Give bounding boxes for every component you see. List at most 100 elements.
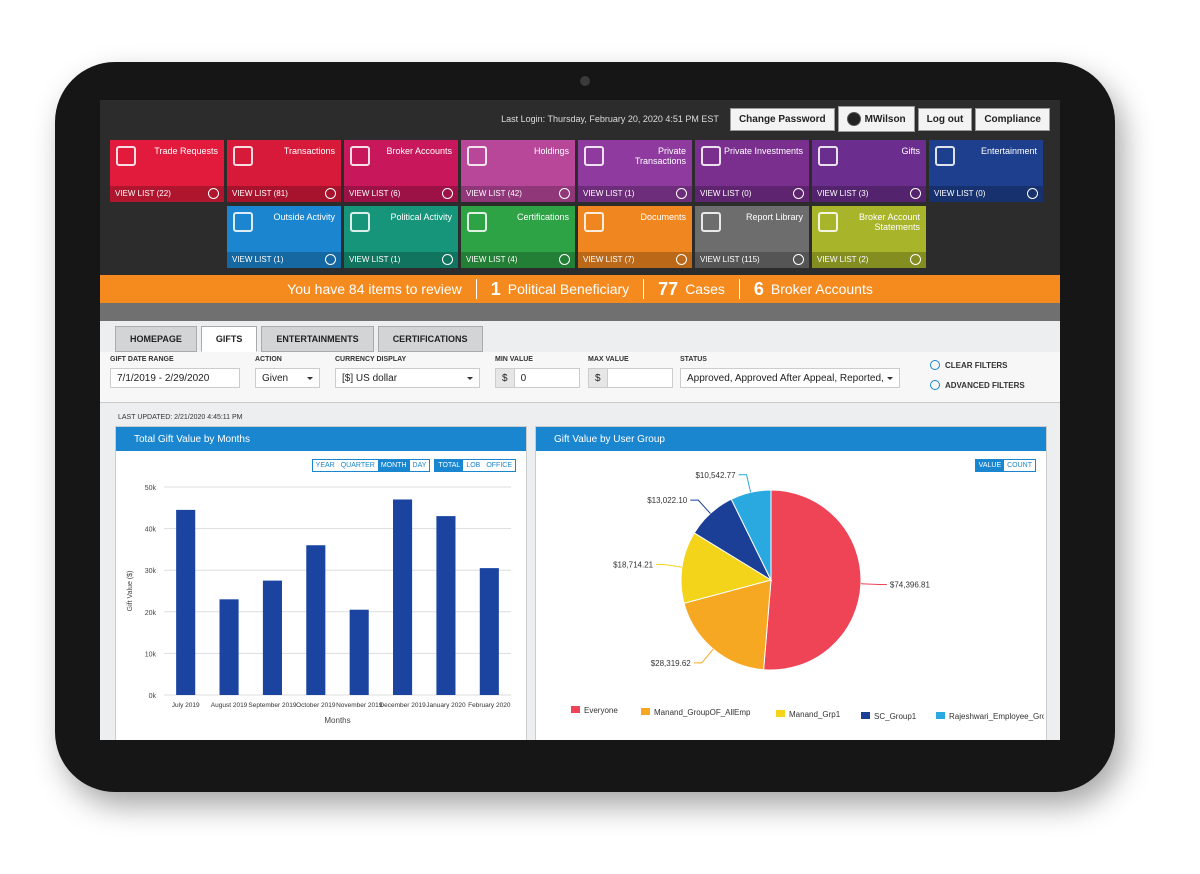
- tile[interactable]: Private Investments VIEW LIST (0): [695, 140, 809, 202]
- tile-arrow: [676, 188, 687, 199]
- tile-title: Entertainment: [980, 146, 1037, 156]
- tab[interactable]: GIFTS: [200, 326, 258, 352]
- tile[interactable]: Report Library VIEW LIST (115): [695, 206, 809, 268]
- y-tick-label: 10k: [145, 651, 157, 658]
- toggle[interactable]: YEAR: [315, 462, 335, 469]
- toggle[interactable]: VALUE: [975, 460, 1005, 471]
- summary-bar: You have 84 items to review 1 Political B…: [100, 275, 1060, 303]
- toggle[interactable]: DAY: [412, 462, 427, 469]
- filter-input[interactable]: Given: [255, 368, 320, 388]
- tile-title: Certifications: [516, 212, 569, 222]
- filter-action[interactable]: ADVANCED FILTERS: [930, 380, 1025, 390]
- tile-link[interactable]: VIEW LIST (2): [817, 255, 869, 264]
- tile-title: Private Investments: [723, 146, 803, 156]
- toggle[interactable]: MONTH: [377, 460, 410, 471]
- bar-chart: 0k 10k 20k 30k 40k 50k July 2019 August 2019 Sep…: [127, 485, 511, 725]
- last-login: Last Login: Thursday, February 20, 2020 …: [501, 114, 719, 124]
- toggle[interactable]: COUNT: [1007, 462, 1032, 469]
- tile-title: Political Activity: [390, 212, 452, 222]
- button-label: MWilson: [864, 113, 906, 125]
- tile[interactable]: Certifications VIEW LIST (4): [461, 206, 575, 268]
- tile[interactable]: Outside Activity VIEW LIST (1): [227, 206, 341, 268]
- summary-label: Cases: [685, 281, 725, 297]
- filter-input[interactable]: [$] US dollar: [335, 368, 480, 388]
- x-tick-label: July 2019: [172, 702, 200, 709]
- toggle[interactable]: TOTAL: [435, 460, 464, 471]
- legend-label: Manand_GroupOF_AllEmp: [654, 708, 751, 717]
- header-button[interactable]: Compliance: [975, 107, 1050, 131]
- tile-title: Holdings: [533, 146, 569, 156]
- tile-link[interactable]: VIEW LIST (4): [466, 255, 518, 264]
- legend-swatch: [861, 712, 870, 719]
- header-button[interactable]: Log out: [917, 107, 973, 131]
- tile-link[interactable]: VIEW LIST (42): [466, 189, 522, 198]
- tile-link[interactable]: VIEW LIST (6): [349, 189, 401, 198]
- tab[interactable]: CERTIFICATIONS: [377, 326, 483, 352]
- x-tick-label: January 2020: [426, 702, 466, 709]
- legend-swatch: [936, 712, 945, 719]
- tile-link[interactable]: VIEW LIST (22): [115, 189, 171, 198]
- top-area: Last Login: Thursday, February 20, 2020 …: [100, 100, 1060, 275]
- header-button[interactable]: MWilson: [837, 106, 915, 132]
- tile-strip: VIEW LIST (42): [461, 186, 575, 202]
- tile[interactable]: Entertainment VIEW LIST (0): [929, 140, 1043, 202]
- tile-link[interactable]: VIEW LIST (115): [700, 255, 760, 264]
- tile[interactable]: Broker Accounts VIEW LIST (6): [344, 140, 458, 202]
- tile[interactable]: Private Transactions VIEW LIST (1): [578, 140, 692, 202]
- tile-link[interactable]: VIEW LIST (3): [817, 189, 869, 198]
- tabs: HOMEPAGE GIFTS ENTERTAINMENTS CERTIFICATION…: [115, 326, 483, 352]
- tile-link[interactable]: VIEW LIST (1): [583, 189, 635, 198]
- tab[interactable]: HOMEPAGE: [115, 326, 197, 352]
- x-tick-label: November 2019: [336, 702, 383, 709]
- bar: [176, 509, 196, 695]
- leader-line: [738, 474, 752, 493]
- filter-input[interactable]: $0: [495, 368, 580, 388]
- legend-label: Everyone: [584, 706, 618, 715]
- toggle[interactable]: QUARTER: [340, 462, 375, 469]
- tile[interactable]: Political Activity VIEW LIST (1): [344, 206, 458, 268]
- tile-strip: VIEW LIST (1): [227, 252, 341, 268]
- last-updated: LAST UPDATED: 2/21/2020 4:45:11 PM: [118, 414, 243, 421]
- bar: [306, 545, 326, 695]
- tile-arrow: [559, 188, 570, 199]
- filter-input[interactable]: Approved, Approved After Appeal, Reporte…: [680, 368, 900, 388]
- x-tick-label: September 2019: [248, 702, 296, 709]
- tile-link[interactable]: VIEW LIST (7): [583, 255, 635, 264]
- value-label: $13,022.10: [647, 496, 688, 505]
- tile-icon: [350, 212, 370, 232]
- x-axis-label: Months: [324, 716, 350, 725]
- filter-input[interactable]: 7/1/2019 - 2/29/2020: [110, 368, 240, 388]
- tile[interactable]: Gifts VIEW LIST (3): [812, 140, 926, 202]
- filter-label: STATUS: [680, 356, 707, 363]
- tab[interactable]: ENTERTAINMENTS: [261, 326, 374, 352]
- filter-input[interactable]: $: [588, 368, 673, 388]
- tile-link[interactable]: VIEW LIST (1): [232, 255, 284, 264]
- tile[interactable]: Transactions VIEW LIST (81): [227, 140, 341, 202]
- toggle[interactable]: OFFICE: [486, 462, 512, 469]
- tile[interactable]: Documents VIEW LIST (7): [578, 206, 692, 268]
- tile-title: Trade Requests: [154, 146, 218, 156]
- tile-arrow: [793, 188, 804, 199]
- tile-arrow: [325, 188, 336, 199]
- summary-label: Broker Accounts: [770, 281, 873, 297]
- leader-line: [693, 648, 714, 664]
- x-tick-label: December 2019: [379, 702, 426, 709]
- input-value: 7/1/2019 - 2/29/2020: [117, 372, 210, 384]
- tile-strip: VIEW LIST (7): [578, 252, 692, 268]
- y-tick-label: 20k: [145, 610, 157, 617]
- tile-link[interactable]: VIEW LIST (81): [232, 189, 288, 198]
- bar-panel: Total Gift Value by Months YEAR QUARTER MO…: [115, 426, 527, 740]
- tile-link[interactable]: VIEW LIST (0): [934, 189, 986, 198]
- toggle[interactable]: LOB: [466, 462, 481, 469]
- filter-action[interactable]: CLEAR FILTERS: [930, 360, 1008, 370]
- header-button[interactable]: Change Password: [729, 107, 835, 131]
- tile-link[interactable]: VIEW LIST (1): [349, 255, 401, 264]
- tile-link[interactable]: VIEW LIST (0): [700, 189, 752, 198]
- tile[interactable]: Broker Account Statements VIEW LIST (2): [812, 206, 926, 268]
- bar: [219, 599, 239, 695]
- tile[interactable]: Holdings VIEW LIST (42): [461, 140, 575, 202]
- tile[interactable]: Trade Requests VIEW LIST (22): [110, 140, 224, 202]
- bar: [479, 568, 499, 695]
- tile-strip: VIEW LIST (0): [695, 186, 809, 202]
- tile-strip: VIEW LIST (22): [110, 186, 224, 202]
